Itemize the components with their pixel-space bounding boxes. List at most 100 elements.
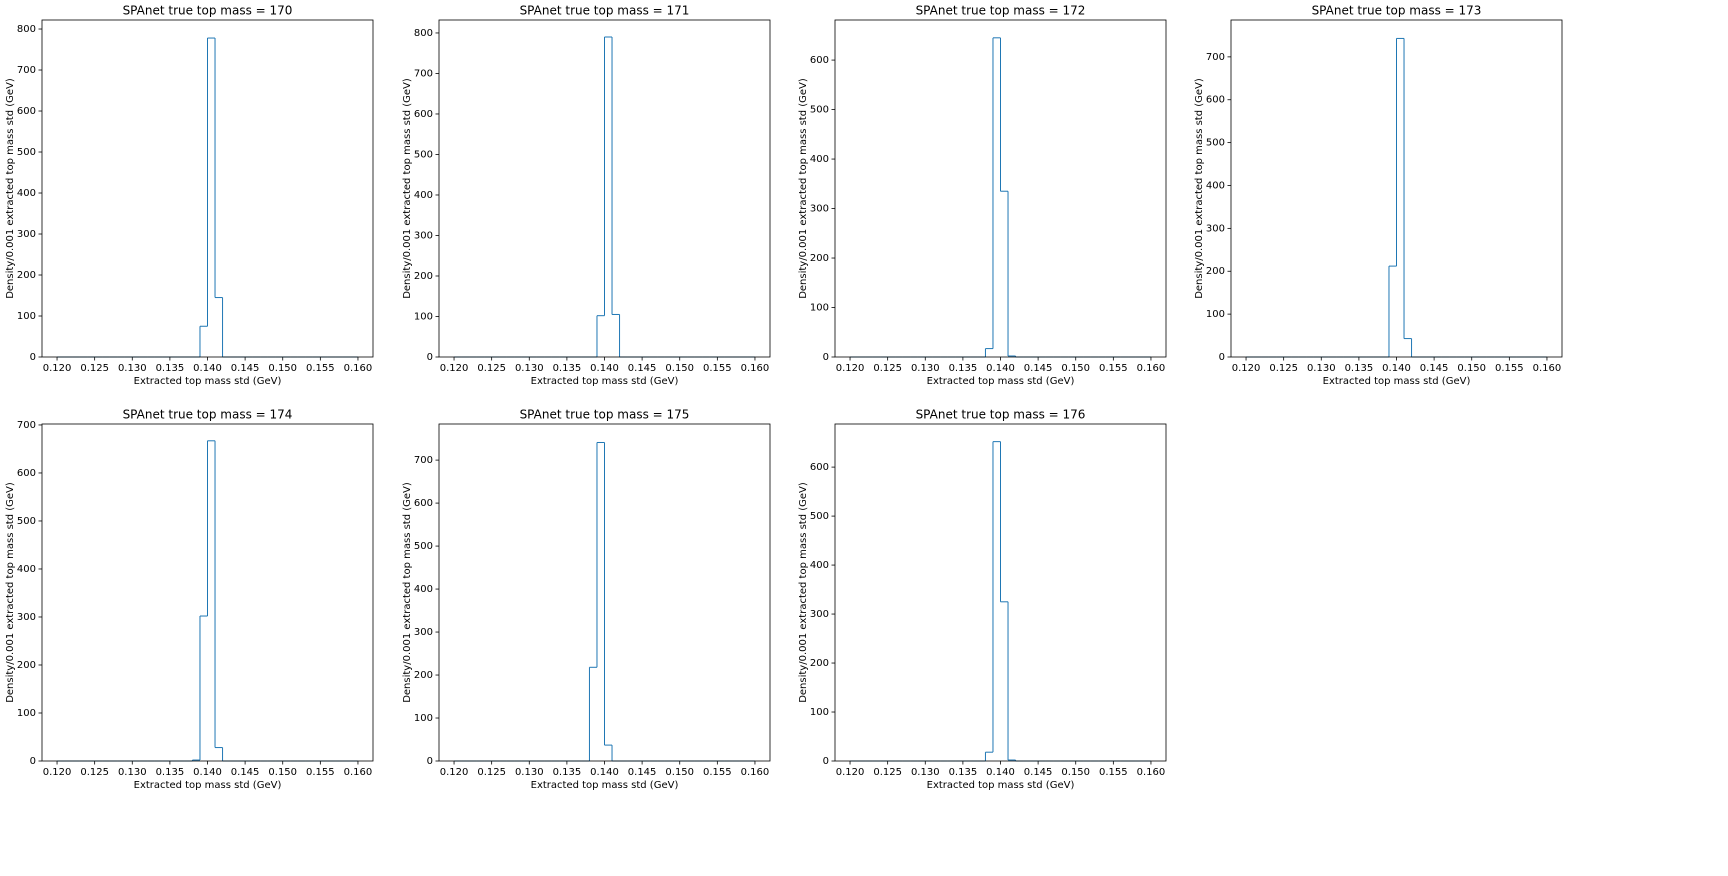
x-tick-label: 0.140	[590, 363, 619, 374]
x-axis-label: Extracted top mass std (GeV)	[531, 780, 679, 791]
y-axis-label: Density/0.001 extracted top mass std (Ge…	[5, 78, 16, 299]
x-tick-label: 0.145	[1024, 363, 1053, 374]
y-tick-label: 100	[1206, 309, 1225, 320]
x-tick-label: 0.155	[306, 767, 335, 778]
x-tick-label: 0.150	[665, 363, 694, 374]
x-tick-label: 0.120	[1232, 363, 1261, 374]
y-tick-label: 200	[17, 660, 36, 671]
x-tick-label: 0.120	[836, 363, 865, 374]
x-tick-label: 0.135	[156, 363, 185, 374]
x-tick-label: 0.145	[628, 363, 657, 374]
y-tick-label: 100	[810, 303, 829, 314]
y-tick-label: 0	[30, 352, 36, 363]
x-tick-label: 0.150	[1061, 767, 1090, 778]
x-tick-label: 0.160	[1137, 767, 1166, 778]
y-tick-label: 200	[17, 270, 36, 281]
y-tick-label: 600	[1206, 95, 1225, 106]
y-tick-label: 700	[17, 65, 36, 76]
y-tick-label: 300	[414, 627, 433, 638]
y-tick-label: 600	[810, 55, 829, 66]
x-tick-label: 0.125	[873, 363, 902, 374]
subplot-title: SPAnet true top mass = 171	[520, 4, 690, 18]
x-tick-label: 0.155	[306, 363, 335, 374]
y-tick-label: 400	[17, 188, 36, 199]
y-tick-label: 400	[17, 564, 36, 575]
axes-frame	[834, 423, 1167, 762]
y-tick-label: 100	[414, 713, 433, 724]
x-axis-label: Extracted top mass std (GeV)	[927, 376, 1075, 387]
y-axis-label: Density/0.001 extracted top mass std (Ge…	[402, 482, 413, 703]
x-tick-label: 0.135	[949, 363, 978, 374]
y-tick-label: 200	[810, 658, 829, 669]
x-axis-label: Extracted top mass std (GeV)	[134, 780, 282, 791]
x-tick-label: 0.120	[440, 363, 469, 374]
x-tick-label: 0.130	[515, 767, 544, 778]
x-tick-label: 0.120	[43, 767, 72, 778]
x-tick-label: 0.135	[553, 767, 582, 778]
x-tick-label: 0.160	[1137, 363, 1166, 374]
y-axis-label: Density/0.001 extracted top mass std (Ge…	[798, 482, 809, 703]
axes-frame	[438, 423, 771, 762]
y-tick-label: 600	[414, 109, 433, 120]
x-tick-label: 0.155	[703, 767, 732, 778]
x-tick-label: 0.160	[1533, 363, 1562, 374]
x-tick-label: 0.130	[911, 363, 940, 374]
y-tick-label: 0	[30, 756, 36, 767]
subplot: SPAnet true top mass = 170 Extracted top …	[5, 4, 374, 387]
y-tick-label: 500	[810, 105, 829, 116]
axes-frame	[41, 19, 374, 358]
subplot-title: SPAnet true top mass = 175	[520, 408, 690, 422]
y-tick-label: 0	[427, 352, 433, 363]
x-tick-label: 0.125	[80, 363, 109, 374]
x-tick-label: 0.145	[231, 363, 260, 374]
x-tick-label: 0.125	[873, 767, 902, 778]
y-tick-label: 200	[414, 670, 433, 681]
x-tick-label: 0.135	[1345, 363, 1374, 374]
x-tick-label: 0.155	[1099, 767, 1128, 778]
y-tick-label: 400	[810, 560, 829, 571]
x-tick-label: 0.160	[344, 767, 373, 778]
subplot: SPAnet true top mass = 172 Extracted top …	[798, 4, 1167, 387]
y-tick-label: 600	[414, 498, 433, 509]
y-tick-label: 600	[17, 106, 36, 117]
y-tick-label: 800	[414, 28, 433, 39]
x-tick-label: 0.140	[986, 767, 1015, 778]
y-tick-label: 500	[17, 147, 36, 158]
y-tick-label: 600	[810, 462, 829, 473]
x-tick-label: 0.120	[836, 767, 865, 778]
y-tick-label: 400	[810, 154, 829, 165]
axes-frame	[834, 19, 1167, 358]
x-tick-label: 0.135	[553, 363, 582, 374]
y-tick-label: 600	[17, 468, 36, 479]
x-tick-label: 0.160	[741, 767, 770, 778]
x-tick-label: 0.150	[1061, 363, 1090, 374]
subplot: SPAnet true top mass = 174 Extracted top …	[5, 408, 374, 791]
y-tick-label: 0	[1219, 352, 1225, 363]
y-axis-label: Density/0.001 extracted top mass std (Ge…	[1194, 78, 1205, 299]
x-tick-label: 0.135	[949, 767, 978, 778]
y-tick-label: 700	[17, 420, 36, 431]
axes-frame	[41, 423, 374, 762]
y-tick-label: 500	[810, 511, 829, 522]
y-tick-label: 200	[1206, 266, 1225, 277]
x-tick-label: 0.150	[1457, 363, 1486, 374]
y-tick-label: 500	[414, 541, 433, 552]
subplot-title: SPAnet true top mass = 173	[1312, 4, 1482, 18]
x-tick-label: 0.120	[43, 363, 72, 374]
x-axis-label: Extracted top mass std (GeV)	[927, 780, 1075, 791]
x-tick-label: 0.160	[344, 363, 373, 374]
x-tick-label: 0.150	[665, 767, 694, 778]
subplot-title: SPAnet true top mass = 172	[916, 4, 1086, 18]
x-tick-label: 0.120	[440, 767, 469, 778]
x-tick-label: 0.145	[628, 767, 657, 778]
x-tick-label: 0.150	[268, 767, 297, 778]
y-tick-label: 100	[810, 707, 829, 718]
y-tick-label: 100	[414, 311, 433, 322]
x-tick-label: 0.155	[1495, 363, 1524, 374]
x-tick-label: 0.140	[590, 767, 619, 778]
y-tick-label: 300	[810, 204, 829, 215]
y-tick-label: 0	[823, 756, 829, 767]
y-axis-label: Density/0.001 extracted top mass std (Ge…	[402, 78, 413, 299]
y-tick-label: 700	[414, 455, 433, 466]
y-tick-label: 500	[1206, 138, 1225, 149]
